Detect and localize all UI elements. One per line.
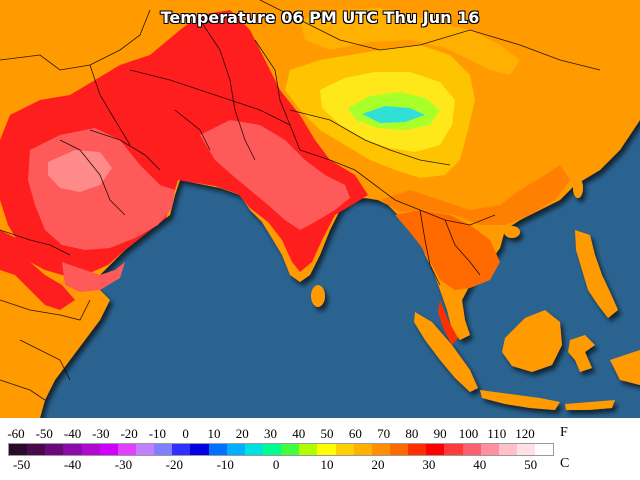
color-swatch	[371, 444, 390, 455]
color-swatch	[426, 444, 445, 455]
color-swatch	[27, 444, 46, 455]
temperature-map: Temperature 06 PM UTC Thu Jun 16	[0, 0, 640, 418]
fahrenheit-tick-label: -30	[92, 426, 110, 441]
warm-zone-china	[380, 165, 570, 225]
celsius-tick-label: -20	[165, 457, 184, 472]
fahrenheit-tick-label: -10	[148, 426, 167, 441]
color-swatch	[244, 444, 263, 455]
color-swatch	[498, 444, 517, 455]
color-swatch	[516, 444, 536, 455]
hot-zone-horn	[62, 262, 125, 292]
hot-zone-africa	[0, 230, 75, 310]
borneo	[502, 310, 562, 372]
color-swatch	[480, 444, 499, 455]
color-swatch	[135, 444, 155, 455]
temperature-zones	[0, 8, 570, 345]
fahrenheit-tick-label: -60	[7, 426, 25, 441]
color-scale-bar	[8, 443, 554, 456]
celsius-tick-label: 40	[473, 457, 487, 472]
fahrenheit-tick-label: 10	[207, 426, 221, 441]
mild-zone-north	[300, 8, 520, 75]
fahrenheit-tick-label: -40	[63, 426, 82, 441]
color-swatch	[117, 444, 136, 455]
color-swatch	[262, 444, 282, 455]
color-swatch	[281, 444, 300, 455]
coldest-zone-tibet	[362, 106, 425, 123]
fahrenheit-tick-label: 30	[264, 426, 277, 441]
color-swatch	[190, 444, 209, 455]
hainan	[504, 226, 520, 238]
fahrenheit-tick-label: -20	[120, 426, 138, 441]
fahrenheit-tick-label: 20	[235, 426, 249, 441]
fahrenheit-tick-label: 80	[405, 426, 419, 441]
color-swatch	[444, 444, 463, 455]
celsius-unit: C	[560, 456, 570, 471]
sri-lanka	[311, 285, 325, 307]
sulawesi	[568, 335, 595, 372]
fahrenheit-tick-label: -50	[35, 426, 53, 441]
celsius-tick-label: 10	[320, 457, 334, 472]
philippines	[575, 230, 618, 318]
color-swatch	[45, 444, 64, 455]
color-swatch	[462, 444, 481, 455]
celsius-tick-label: 50	[524, 457, 538, 472]
celsius-tick-label: -10	[216, 457, 234, 472]
color-swatch	[353, 444, 372, 455]
very-hot-arabia-core	[48, 150, 112, 192]
celsius-tick-label: -40	[63, 457, 82, 472]
celsius-tick-label: -30	[114, 457, 133, 472]
extreme-zone-pakistan	[200, 120, 350, 230]
fahrenheit-unit: F	[560, 425, 568, 440]
java	[480, 390, 560, 410]
hot-zone-malaya	[438, 300, 458, 345]
japan	[600, 60, 632, 110]
warm-zone-indochina	[395, 210, 500, 290]
color-swatch	[172, 444, 191, 455]
sumatra	[414, 312, 478, 392]
fahrenheit-tick-label: 40	[292, 426, 306, 441]
borders	[0, 0, 601, 401]
lesser-sunda	[565, 400, 615, 410]
color-swatch	[226, 444, 245, 455]
color-swatch	[535, 444, 554, 455]
color-swatch	[63, 444, 82, 455]
taiwan	[573, 178, 583, 198]
new-guinea	[610, 350, 640, 385]
celsius-tick-label: -50	[12, 457, 31, 472]
fahrenheit-tick-label: 60	[348, 426, 362, 441]
color-swatch	[389, 444, 409, 455]
map-title: Temperature 06 PM UTC Thu Jun 16	[160, 8, 480, 27]
celsius-tick-label: 0	[272, 457, 280, 472]
fahrenheit-tick-label: 120	[515, 426, 535, 441]
color-swatch	[208, 444, 227, 455]
map-canvas	[0, 0, 640, 418]
color-swatch	[408, 444, 427, 455]
color-swatch	[81, 444, 100, 455]
fahrenheit-tick-label: 70	[377, 426, 391, 441]
color-swatch	[335, 444, 354, 455]
color-swatch	[154, 444, 173, 455]
fahrenheit-tick-label: 110	[487, 426, 507, 441]
fahrenheit-tick-label: 100	[458, 426, 479, 441]
color-swatch	[99, 444, 118, 455]
color-swatch	[317, 444, 336, 455]
fahrenheit-tick-label: 90	[433, 426, 447, 441]
fahrenheit-tick-label: 50	[320, 426, 334, 441]
fahrenheit-tick-label: 0	[182, 426, 189, 441]
color-swatch	[299, 444, 318, 455]
color-swatch	[9, 444, 28, 455]
celsius-tick-label: 30	[422, 457, 436, 472]
celsius-tick-label: 20	[371, 457, 385, 472]
temperature-legend: -60 -50 -40 -30 -20 -10 0 10 20 30 40 50 60 70 80 90 100…	[0, 418, 640, 480]
